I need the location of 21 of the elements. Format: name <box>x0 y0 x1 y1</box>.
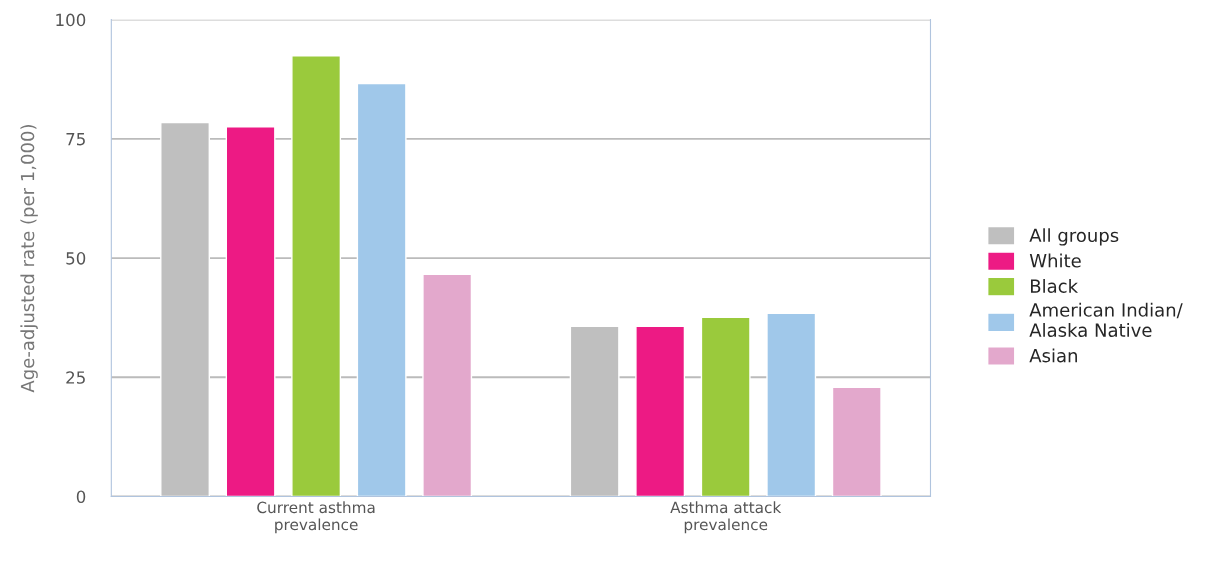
legend-label: Black <box>1031 278 1079 293</box>
bar <box>831 386 882 497</box>
bar <box>291 55 342 497</box>
y-tick-label: 25 <box>66 371 85 384</box>
bar <box>766 312 817 497</box>
legend-label: All groups <box>1029 228 1119 246</box>
legend-label: American Indian/ Alaska Native <box>1029 302 1183 337</box>
bar <box>225 126 276 497</box>
y-tick-label: 0 <box>76 490 86 504</box>
y-tick-label: 75 <box>66 133 85 146</box>
bar <box>635 325 686 497</box>
y-axis-title: Age-adjusted rate (per 1,000) <box>20 125 38 393</box>
bar <box>356 82 407 497</box>
y-tick-label: 50 <box>66 252 86 265</box>
y-tick-label: 100 <box>56 13 86 27</box>
legend-label: Asian <box>1029 348 1077 363</box>
x-tick-label: Current asthma prevalence <box>257 501 375 534</box>
bar <box>700 316 751 497</box>
x-tick-label: Asthma attack prevalence <box>670 501 782 534</box>
bar <box>422 273 473 497</box>
legend-label: White <box>1029 253 1081 268</box>
